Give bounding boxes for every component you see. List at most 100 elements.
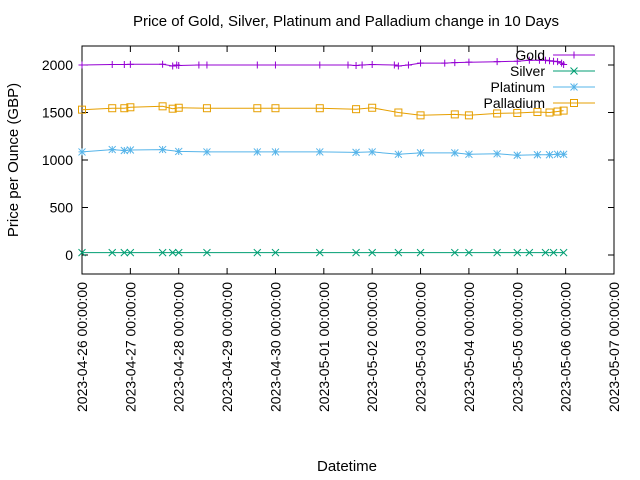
palladium-point	[450, 110, 459, 119]
platinum-point	[120, 146, 129, 155]
chart-title: Price of Gold, Silver, Platinum and Pall…	[133, 13, 559, 30]
gold-point	[554, 58, 562, 66]
silver-point	[120, 248, 129, 257]
silver-point	[525, 248, 534, 257]
y-tick-label: 500	[50, 200, 74, 216]
platinum-point	[465, 150, 473, 159]
palladium-point	[493, 109, 502, 118]
platinum-point	[559, 150, 568, 159]
silver-point	[174, 248, 183, 257]
x-axis-label: Datetime	[317, 458, 377, 475]
palladium-point	[78, 105, 86, 114]
palladium-point	[253, 104, 262, 113]
platinum-point	[271, 148, 280, 156]
gold-point	[390, 61, 398, 69]
gold-point	[493, 58, 501, 66]
platinum-point	[533, 150, 542, 159]
platinum-point	[352, 148, 360, 157]
silver-point	[253, 248, 262, 257]
silver-point	[465, 248, 473, 257]
silver-point	[541, 248, 550, 257]
platinum-point	[416, 149, 425, 157]
platinum-point	[394, 150, 403, 159]
palladium-point	[108, 104, 117, 113]
x-tick-label: 2023-04-27 00:00:00	[122, 282, 138, 412]
silver-point	[416, 248, 425, 257]
y-tick-label: 2000	[42, 57, 73, 73]
gold-point	[253, 61, 261, 69]
y-tick-label: 1000	[42, 152, 73, 168]
silver-point	[315, 248, 324, 257]
silver-point	[126, 248, 135, 257]
platinum-series	[78, 145, 568, 160]
legend-marker-platinum	[570, 83, 578, 91]
platinum-point	[174, 147, 183, 156]
silver-point	[368, 248, 377, 257]
platinum-line	[81, 149, 564, 156]
gold-point	[352, 61, 360, 69]
palladium-point	[416, 111, 425, 120]
palladium-line	[81, 105, 564, 116]
palladium-point	[174, 103, 183, 112]
palladium-point	[394, 108, 403, 117]
x-tick-label: 2023-05-04 00:00:00	[461, 282, 477, 412]
platinum-point	[545, 150, 554, 159]
silver-point	[549, 248, 558, 257]
gold-point	[203, 61, 211, 69]
palladium-point	[513, 108, 522, 117]
legend-label-silver: Silver	[510, 63, 545, 79]
gold-point	[417, 59, 425, 67]
silver-point	[271, 248, 280, 257]
palladium-point	[545, 108, 554, 117]
gold-point	[513, 57, 521, 65]
y-axis-label: Price per Ounce (GBP)	[5, 83, 22, 237]
x-axis: 2023-04-26 00:00:00 2023-04-27 00:00:00 20…	[74, 46, 622, 412]
legend-marker-palladium	[570, 99, 578, 107]
platinum-point	[78, 148, 86, 156]
palladium-point	[533, 108, 542, 117]
silver-point	[78, 248, 86, 257]
gold-point	[78, 61, 86, 69]
palladium-point	[120, 104, 129, 113]
silver-point	[559, 248, 568, 257]
platinum-point	[315, 148, 324, 156]
y-axis: 0 500 1000 1500 2000	[42, 57, 614, 263]
gold-point	[451, 59, 459, 67]
palladium-point	[368, 103, 377, 112]
silver-point	[352, 248, 360, 257]
gold-point	[535, 56, 543, 64]
silver-series	[78, 248, 568, 257]
palladium-point	[553, 107, 562, 116]
x-tick-label: 2023-05-07 00:00:00	[606, 282, 622, 412]
platinum-point	[450, 149, 459, 157]
platinum-point	[513, 151, 522, 160]
gold-point	[316, 61, 324, 69]
platinum-point	[108, 145, 117, 154]
gold-point	[169, 62, 177, 70]
gold-point	[465, 58, 473, 66]
y-tick-label: 0	[65, 247, 73, 263]
legend-label-gold: Gold	[515, 47, 545, 63]
palladium-point	[126, 103, 135, 112]
x-tick-label: 2023-05-03 00:00:00	[413, 282, 429, 412]
palladium-series	[78, 102, 568, 120]
silver-point	[168, 248, 177, 257]
gold-point	[108, 61, 116, 69]
palladium-point	[158, 102, 167, 111]
legend-label-palladium: Palladium	[484, 95, 545, 111]
palladium-point	[202, 104, 211, 113]
x-tick-label: 2023-04-29 00:00:00	[219, 282, 235, 412]
palladium-point	[315, 104, 324, 113]
gold-point	[175, 61, 183, 69]
silver-point	[158, 248, 167, 257]
y-tick-label: 1500	[42, 105, 73, 121]
platinum-point	[203, 148, 211, 156]
x-tick-label: 2023-05-05 00:00:00	[509, 282, 525, 412]
gold-point	[404, 61, 412, 69]
platinum-point	[158, 145, 167, 154]
silver-point	[203, 248, 211, 257]
x-tick-label: 2023-05-02 00:00:00	[364, 282, 380, 412]
series-layer	[78, 56, 568, 257]
platinum-point	[253, 148, 262, 156]
